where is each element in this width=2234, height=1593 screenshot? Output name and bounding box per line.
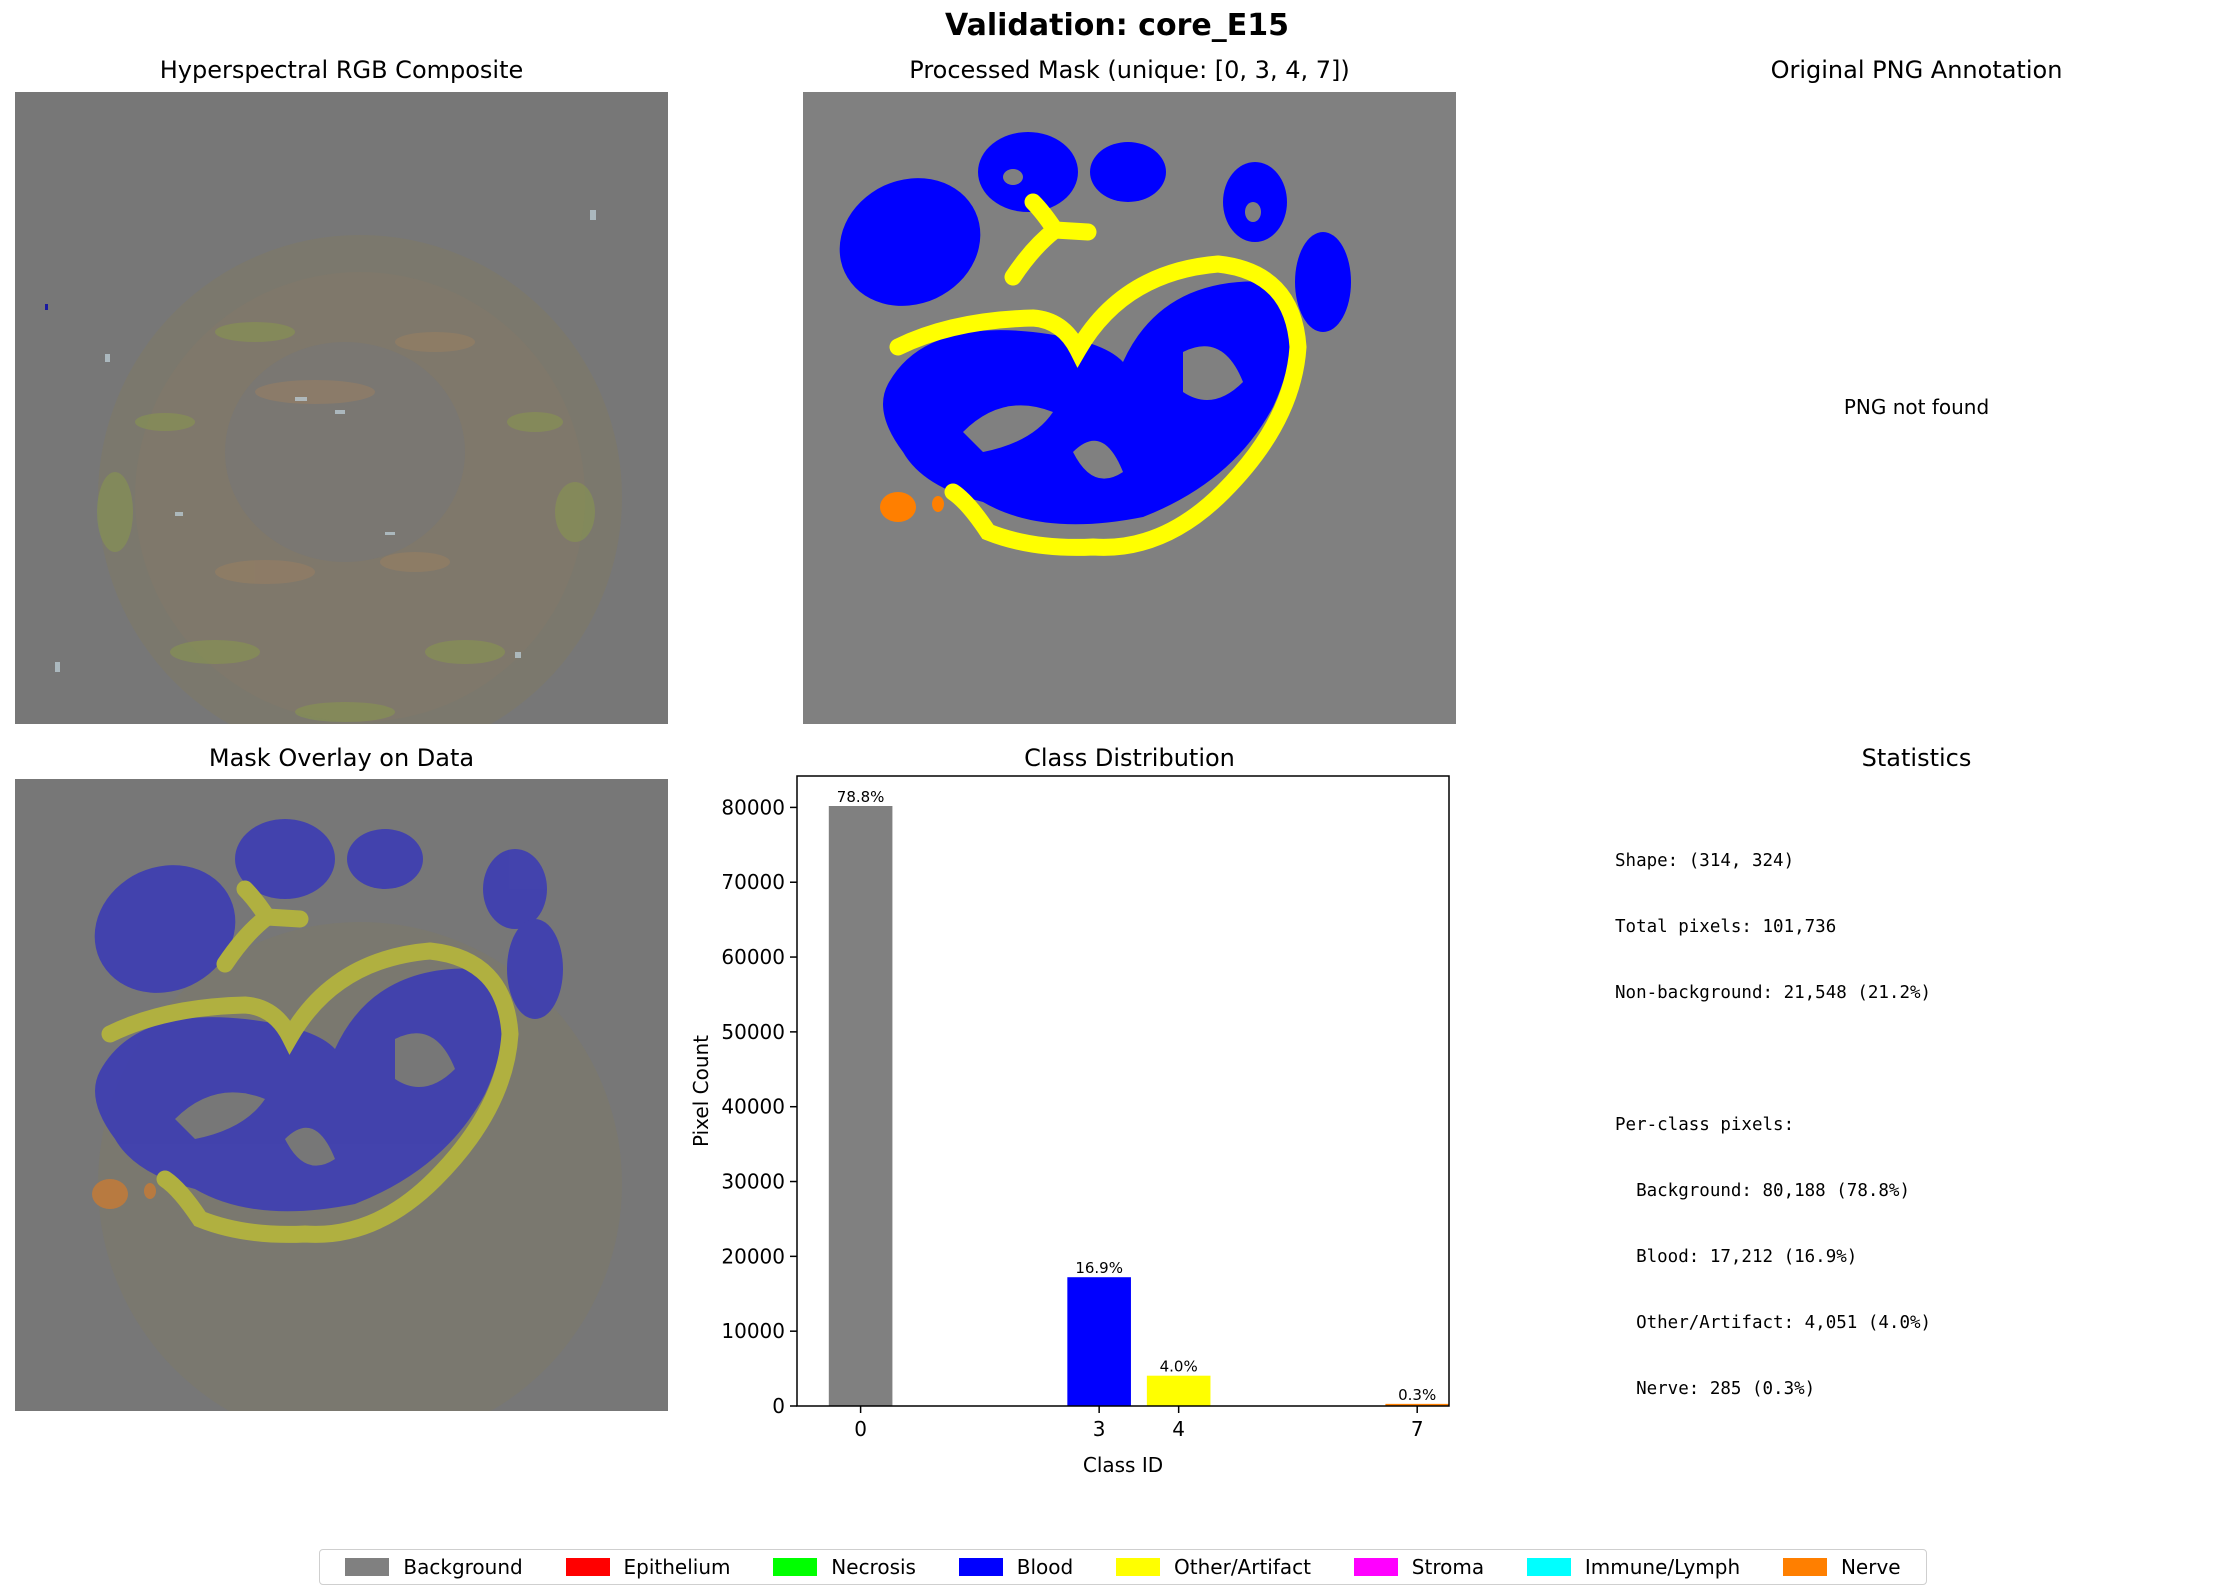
y-tick-label: 80000 — [721, 795, 785, 819]
stats-line: Blood: 17,212 (16.9%) — [1615, 1247, 1858, 1267]
y-tick-label: 0 — [772, 1394, 785, 1418]
legend-item-nerve: Nerve — [1782, 1555, 1901, 1579]
overlay-title: Mask Overlay on Data — [208, 744, 475, 772]
chart-frame — [796, 775, 1450, 1407]
class-legend: Background Epithelium Necrosis Blood Oth… — [319, 1549, 1927, 1585]
y-tick-label: 40000 — [721, 1095, 785, 1119]
legend-label: Stroma — [1411, 1555, 1485, 1579]
rgb-composite-image — [15, 92, 668, 724]
legend-swatch — [1116, 1558, 1161, 1576]
legend-swatch — [345, 1558, 390, 1576]
legend-item-background: Background — [345, 1555, 523, 1579]
y-tick-label: 60000 — [721, 945, 785, 969]
class-distribution-title: Class Distribution — [1024, 744, 1235, 772]
legend-item-other-artifact: Other/Artifact — [1116, 1555, 1311, 1579]
statistics-title: Statistics — [1861, 744, 1972, 772]
processed-mask-title: Processed Mask (unique: [0, 3, 4, 7]) — [909, 56, 1350, 84]
stats-line — [1615, 1048, 1931, 1070]
png-not-found-text: PNG not found — [1843, 395, 1990, 419]
stats-line: Per-class pixels: — [1615, 1115, 1795, 1135]
legend-swatch — [1353, 1558, 1398, 1576]
y-axis-label: Pixel Count — [689, 1035, 713, 1147]
legend-swatch — [958, 1558, 1003, 1576]
y-tick-label: 20000 — [721, 1244, 785, 1268]
class-distribution-chart: 78.8% 16.9% 4.0% 0.3% 0 10000 20000 30000 40000… — [689, 775, 1450, 1477]
stats-line: Background: 80,188 (78.8%) — [1615, 1181, 1911, 1201]
legend-label: Immune/Lymph — [1584, 1555, 1741, 1579]
bar-label-class-3: 16.9% — [1075, 1259, 1123, 1277]
legend-label: Other/Artifact — [1174, 1555, 1311, 1579]
bar-label-class-7: 0.3% — [1398, 1386, 1436, 1404]
legend-label: Nerve — [1840, 1555, 1901, 1579]
legend-label: Epithelium — [623, 1555, 731, 1579]
legend-item-necrosis: Necrosis — [773, 1555, 916, 1579]
y-tick-label: 10000 — [721, 1319, 785, 1343]
processed-mask-image — [803, 92, 1456, 724]
bar-label-class-4: 4.0% — [1160, 1358, 1198, 1376]
legend-item-immune-lymph: Immune/Lymph — [1526, 1555, 1741, 1579]
stats-line: Total pixels: 101,736 — [1615, 917, 1837, 937]
figure-title: Validation: core_E15 — [945, 8, 1289, 43]
x-axis-label: Class ID — [1083, 1453, 1163, 1477]
y-tick-label: 50000 — [721, 1020, 785, 1044]
x-tick-label: 4 — [1172, 1417, 1185, 1441]
legend-swatch — [565, 1558, 610, 1576]
mask-overlay-image — [15, 779, 668, 1411]
rgb-composite-title: Hyperspectral RGB Composite — [159, 56, 524, 84]
y-tick-label: 70000 — [721, 870, 785, 894]
legend-item-blood: Blood — [958, 1555, 1074, 1579]
statistics-text: Shape: (314, 324) Total pixels: 101,736 … — [1615, 806, 1931, 1422]
stats-line: Shape: (314, 324) — [1615, 851, 1795, 871]
legend-label: Necrosis — [831, 1555, 916, 1579]
stats-line: Other/Artifact: 4,051 (4.0%) — [1615, 1313, 1932, 1333]
legend-swatch — [1526, 1558, 1571, 1576]
legend-item-stroma: Stroma — [1353, 1555, 1485, 1579]
legend-swatch — [773, 1558, 818, 1576]
stats-line: Nerve: 285 (0.3%) — [1615, 1379, 1816, 1399]
y-tick-label: 30000 — [721, 1170, 785, 1194]
bar-class-0 — [828, 805, 893, 1406]
legend-swatch — [1782, 1558, 1827, 1576]
bar-class-4 — [1146, 1375, 1211, 1406]
bar-class-3 — [1067, 1277, 1131, 1406]
bar-label-class-0: 78.8% — [837, 788, 885, 806]
legend-label: Blood — [1016, 1555, 1074, 1579]
x-tick-label: 0 — [854, 1417, 867, 1441]
legend-label: Background — [403, 1555, 523, 1579]
stats-line: Non-background: 21,548 (21.2%) — [1615, 983, 1932, 1003]
png-annotation-title: Original PNG Annotation — [1770, 56, 2063, 84]
x-tick-label: 7 — [1411, 1417, 1424, 1441]
legend-item-epithelium: Epithelium — [565, 1555, 731, 1579]
x-tick-label: 3 — [1093, 1417, 1106, 1441]
bar-class-7 — [1385, 1403, 1449, 1406]
